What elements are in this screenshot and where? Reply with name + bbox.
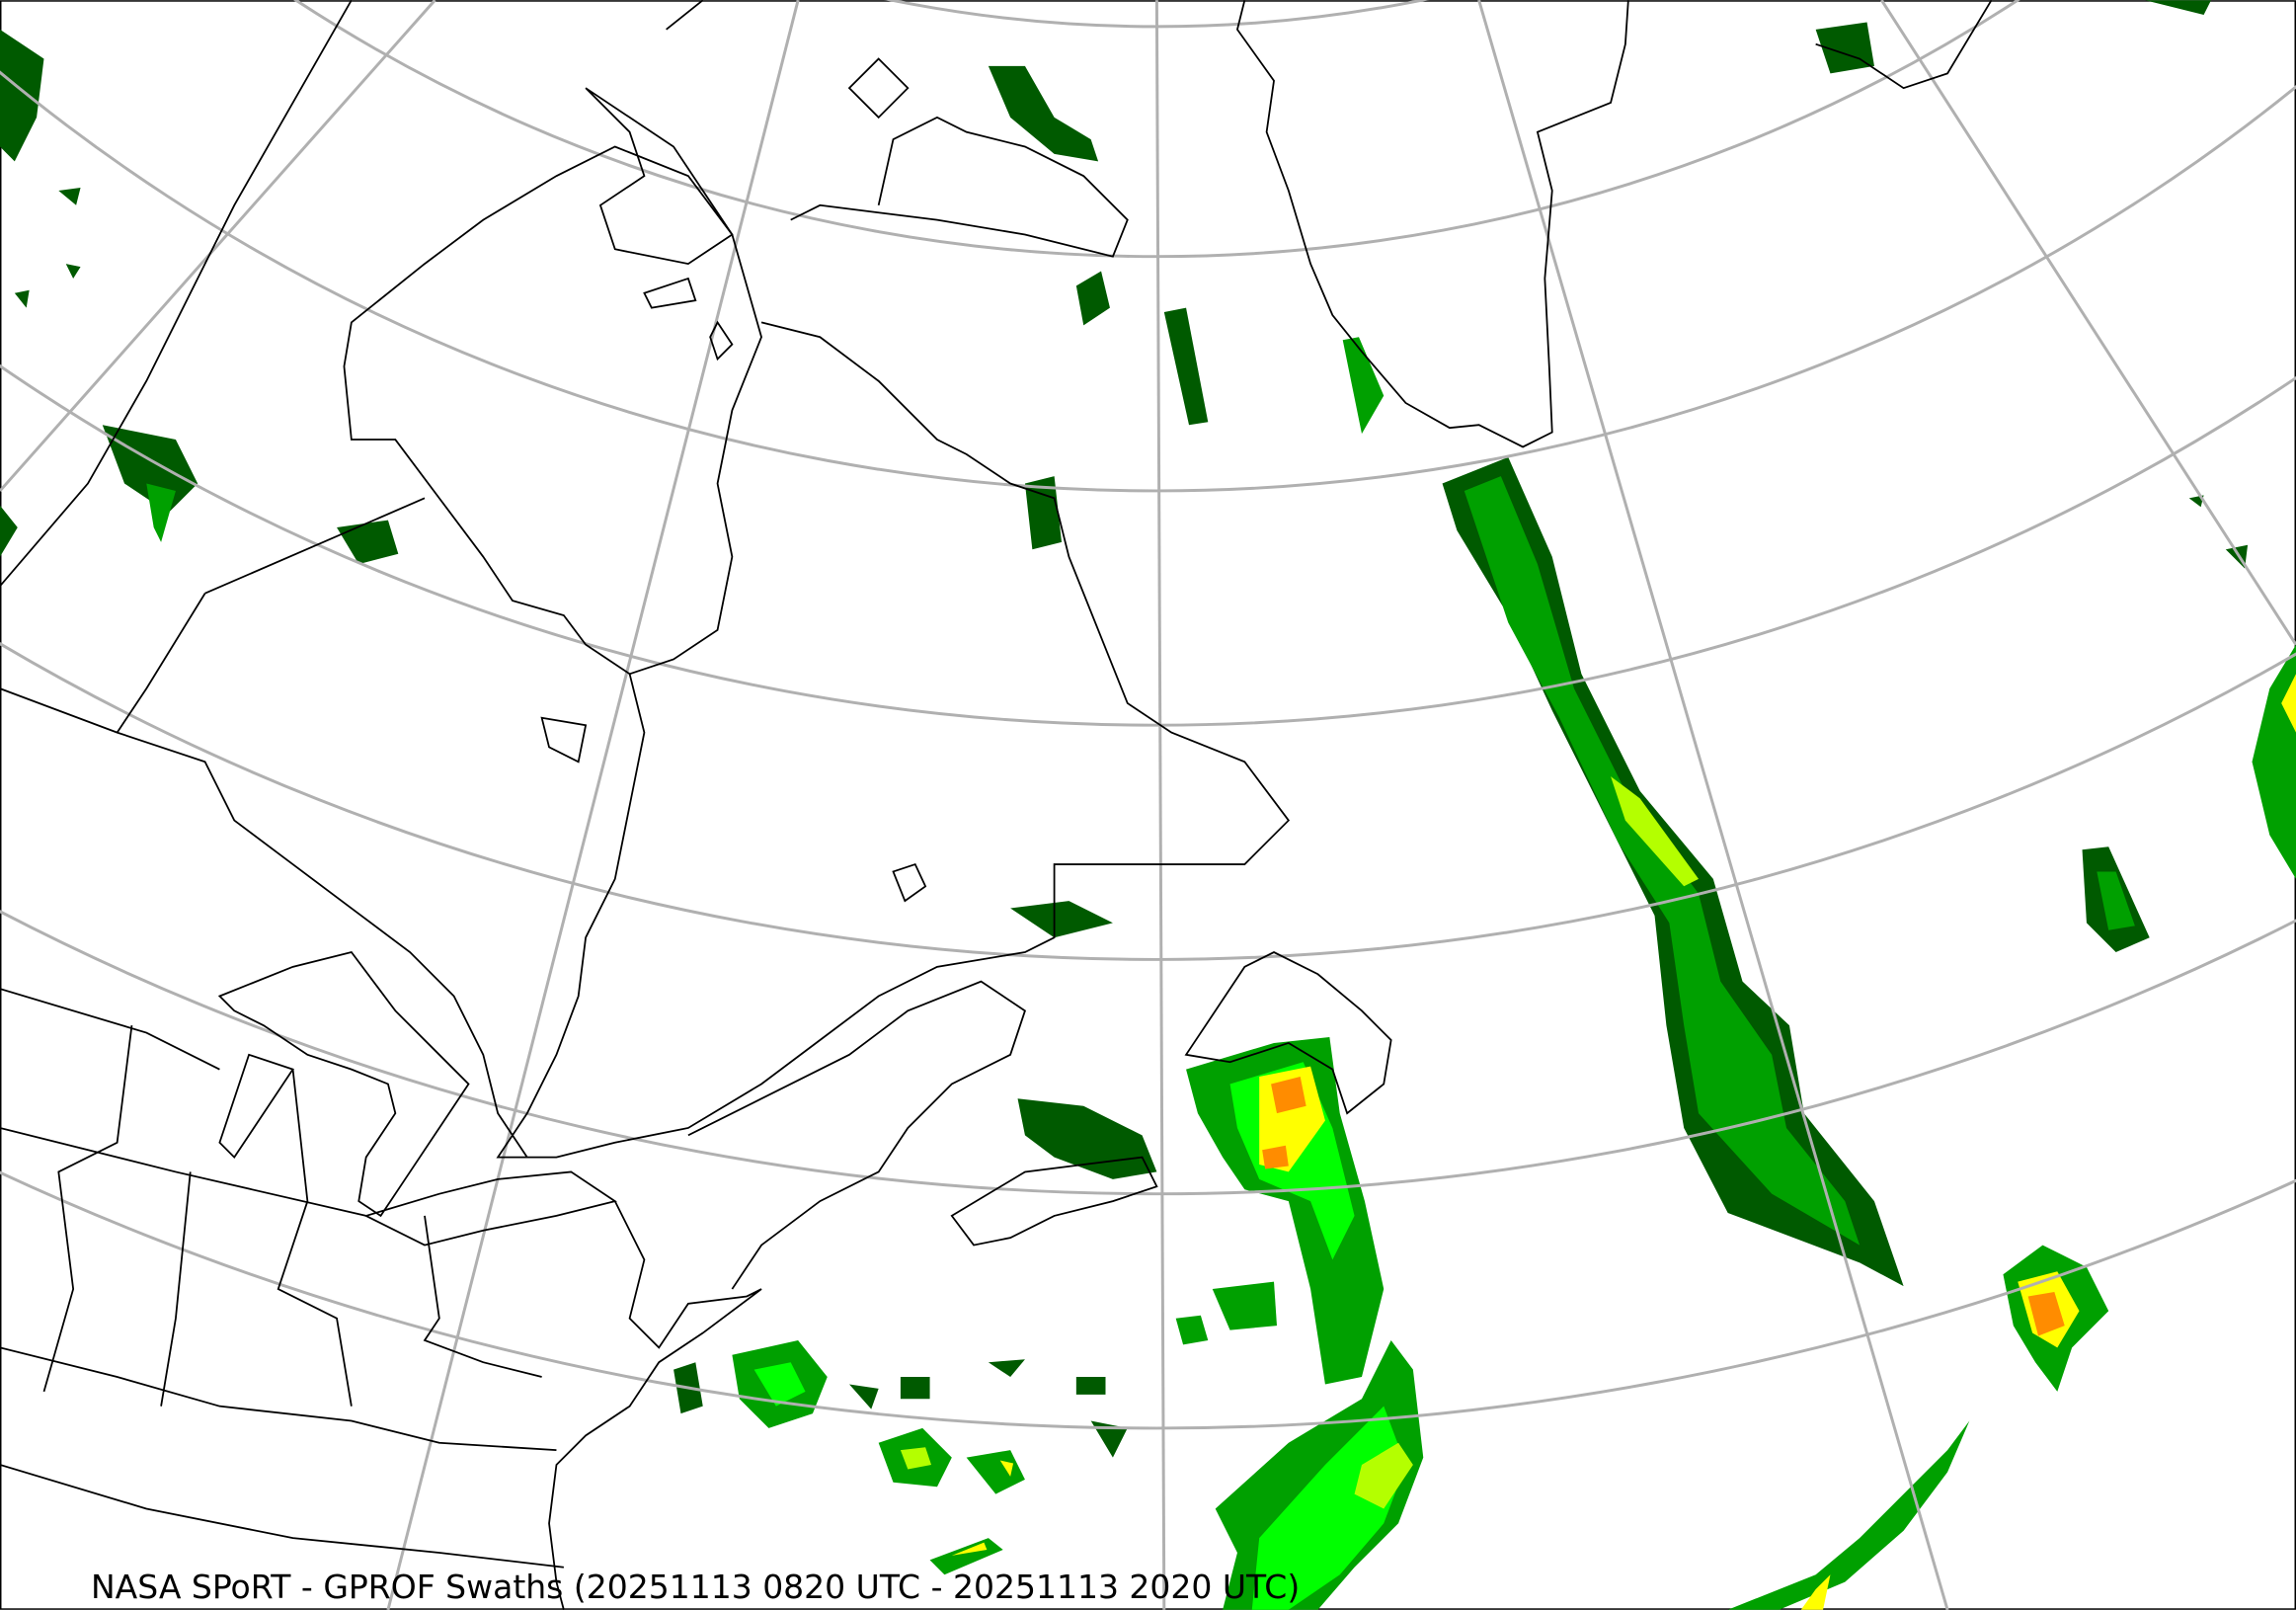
precip-scatter-labrador: [988, 65, 1113, 938]
gulf-st-lawrence: [687, 980, 1027, 1290]
greenland-coast: [1235, 0, 1629, 448]
us-east-coast: [548, 1200, 762, 1610]
precip-bar-3: [1075, 271, 1110, 326]
precip-bar-1: [1163, 307, 1209, 426]
precip-blob-ne-inner: [2097, 871, 2135, 930]
coastlines-borders: [0, 0, 1993, 1610]
precip-blob-edge-core: [2281, 674, 2296, 733]
precip-bar-2: [1342, 337, 1385, 435]
precip-blob-small: [1212, 1281, 1277, 1330]
precip-band-main-core: [1611, 776, 1700, 887]
precip-blob-newfoundland-max: [1262, 1077, 1306, 1169]
longitude-line: [1880, 0, 2296, 646]
precip-band-lower-right: [1727, 1420, 1970, 1610]
arctic-islands: [540, 0, 927, 903]
latitude-line: [0, 363, 2296, 727]
longitude-line: [1154, 0, 1166, 1610]
longitude-line: [386, 0, 800, 1610]
precip-blob-south-inner: [1251, 1406, 1406, 1610]
nova-scotia-coast: [950, 1156, 1158, 1247]
latitude-line: [0, 69, 2296, 492]
state-province-borders: [0, 0, 564, 1569]
precip-blob-east-orange: [2027, 1292, 2065, 1336]
precip-blob-newfoundland: [1186, 1037, 1385, 1385]
canada-us-border: [0, 687, 528, 1159]
ellesmere-coast: [1815, 0, 1993, 90]
baffin-coast: [790, 116, 1129, 258]
map-caption: NASA SPoRT - GPROF Swaths (20251113 0820…: [91, 1568, 1301, 1606]
latitude-line: [0, 1169, 2296, 1429]
longitude-line: [0, 0, 436, 492]
quebec-labrador-coast: [496, 321, 1291, 1159]
longitude-line: [1477, 0, 1949, 1610]
latitude-line: [0, 641, 2296, 961]
hudson-bay-coast: [343, 145, 762, 676]
latitude-line: [0, 909, 2296, 1195]
newfoundland-coast: [1184, 951, 1392, 1115]
precip-band-lower-right-core: [1800, 1574, 1831, 1610]
precip-blob-south-core: [1354, 1442, 1413, 1509]
